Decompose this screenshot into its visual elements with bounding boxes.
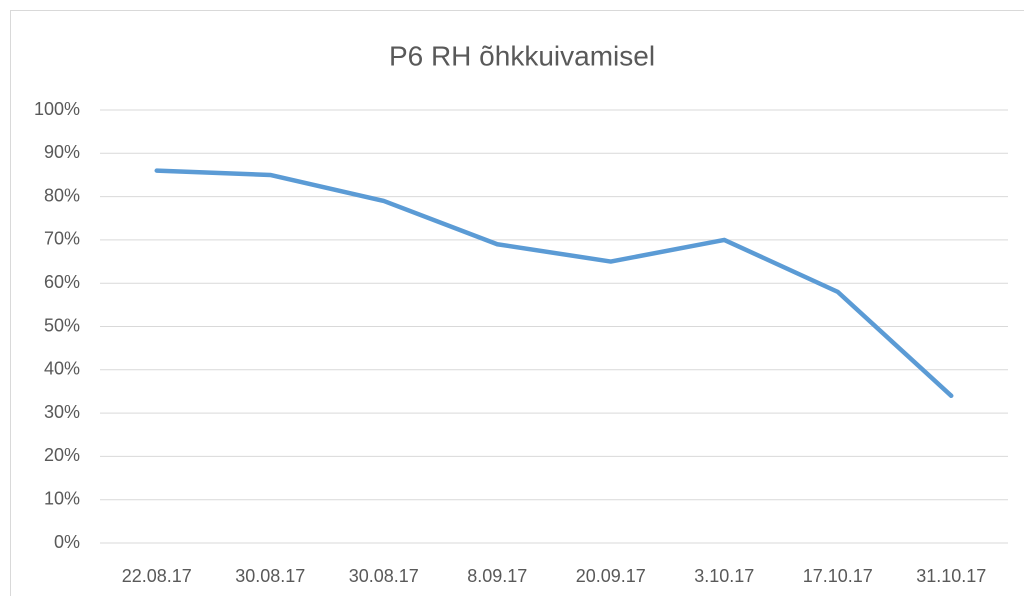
data-line: [154, 168, 954, 399]
y-tick-label: 80%: [44, 185, 80, 205]
x-tick-label: 3.10.17: [694, 566, 754, 586]
chart-title: P6 RH õhkkuivamisel: [389, 40, 655, 71]
x-tick-label: 30.08.17: [349, 566, 419, 586]
chart-frame: [10, 10, 1024, 596]
y-tick-label: 30%: [44, 402, 80, 422]
y-tick-label: 70%: [44, 229, 80, 249]
y-tick-label: 40%: [44, 359, 80, 379]
y-tick-label: 100%: [34, 99, 80, 119]
y-tick-label: 20%: [44, 445, 80, 465]
y-tick-label: 0%: [54, 532, 80, 552]
x-tick-label: 17.10.17: [803, 566, 873, 586]
x-tick-label: 8.09.17: [467, 566, 527, 586]
y-tick-label: 60%: [44, 272, 80, 292]
x-tick-label: 22.08.17: [122, 566, 192, 586]
y-tick-label: 10%: [44, 488, 80, 508]
x-tick-label: 30.08.17: [235, 566, 305, 586]
y-tick-label: 50%: [44, 315, 80, 335]
y-tick-label: 90%: [44, 142, 80, 162]
x-tick-label: 20.09.17: [576, 566, 646, 586]
x-tick-label: 31.10.17: [916, 566, 986, 586]
